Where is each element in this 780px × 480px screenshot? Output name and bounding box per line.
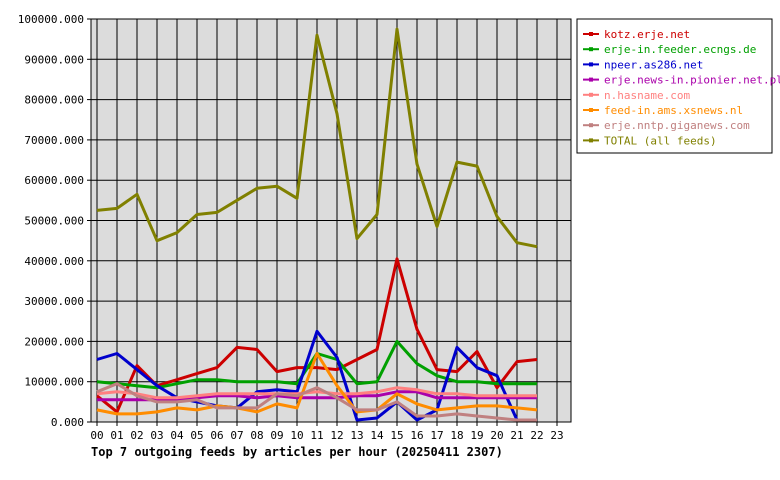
y-tick-label: 90000.000 — [24, 53, 84, 66]
legend-marker — [589, 92, 593, 97]
x-tick-label: 04 — [170, 429, 184, 442]
x-tick-label: 13 — [350, 429, 363, 442]
series-line — [96, 386, 537, 400]
legend-label: npeer.as286.net — [604, 58, 703, 71]
series-line — [96, 257, 538, 414]
x-tick-label: 12 — [330, 429, 343, 442]
legend-label: TOTAL (all feeds) — [604, 134, 717, 147]
x-axis-ticks: 00 01 02 03 04 05 06 07 08 09 10 11 12 13 14 15 16 17 18 19… — [90, 422, 564, 442]
x-tick-label: 20 — [490, 429, 503, 442]
y-axis-ticks: 0.000 10000.000 20000.000 30000.000 40000.00… — [18, 13, 91, 429]
x-tick-label: 16 — [410, 429, 423, 442]
x-tick-label: 01 — [110, 429, 123, 442]
x-tick-label: 08 — [250, 429, 263, 442]
y-tick-label: 50000.000 — [24, 215, 84, 228]
series-line — [96, 27, 538, 249]
legend-marker — [589, 123, 593, 128]
x-tick-label: 14 — [370, 429, 384, 442]
chart-caption: Top 7 outgoing feeds by articles per hou… — [91, 445, 503, 459]
grid-lines — [91, 18, 571, 423]
legend-label: erje-in.feeder.ecngs.de — [604, 43, 756, 56]
legend: kotz.erje.net erje-in.feeder.ecngs.de npee… — [576, 18, 780, 154]
x-tick-label: 21 — [510, 429, 523, 442]
x-tick-label: 17 — [430, 429, 443, 442]
y-tick-label: 60000.000 — [24, 174, 84, 187]
legend-label: feed-in.ams.xsnews.nl — [604, 104, 743, 117]
series-line — [96, 352, 538, 416]
legend-marker — [589, 62, 593, 67]
x-tick-label: 18 — [450, 429, 463, 442]
x-tick-label: 11 — [310, 429, 323, 442]
y-tick-label: 70000.000 — [24, 134, 84, 147]
legend-label: erje.nntp.giganews.com — [604, 119, 750, 132]
x-tick-label: 19 — [470, 429, 483, 442]
x-tick-label: 06 — [210, 429, 223, 442]
legend-marker — [589, 32, 593, 36]
legend-marker — [589, 108, 593, 112]
y-tick-label: 30000.000 — [24, 295, 84, 308]
y-tick-label: 80000.000 — [24, 94, 84, 107]
legend-box — [576, 18, 773, 154]
y-tick-label: 0.000 — [51, 416, 84, 429]
legend-label: n.hasname.com — [604, 89, 690, 102]
legend-label: erje.news-in.pionier.net.pl — [604, 74, 780, 87]
x-tick-label: 07 — [230, 429, 243, 442]
series-line — [96, 329, 537, 422]
x-tick-label: 05 — [190, 429, 203, 442]
x-tick-label: 09 — [270, 429, 283, 442]
series-line — [97, 390, 537, 402]
y-tick-label: 10000.000 — [24, 376, 84, 389]
legend-marker — [589, 138, 593, 143]
legend-marker — [589, 77, 593, 82]
x-tick-label: 22 — [530, 429, 543, 442]
series-lines — [96, 27, 538, 422]
x-tick-label: 23 — [550, 429, 563, 442]
series-line — [96, 382, 537, 422]
legend-marker — [589, 47, 593, 52]
y-tick-label: 40000.000 — [24, 255, 84, 268]
x-tick-label: 10 — [290, 429, 303, 442]
x-tick-label: 03 — [150, 429, 163, 442]
legend-label: kotz.erje.net — [604, 28, 690, 41]
x-tick-label: 00 — [90, 429, 103, 442]
y-tick-label: 20000.000 — [24, 335, 84, 348]
y-tick-label: 100000.000 — [18, 13, 84, 26]
x-tick-label: 15 — [390, 429, 403, 442]
x-tick-label: 02 — [130, 429, 143, 442]
